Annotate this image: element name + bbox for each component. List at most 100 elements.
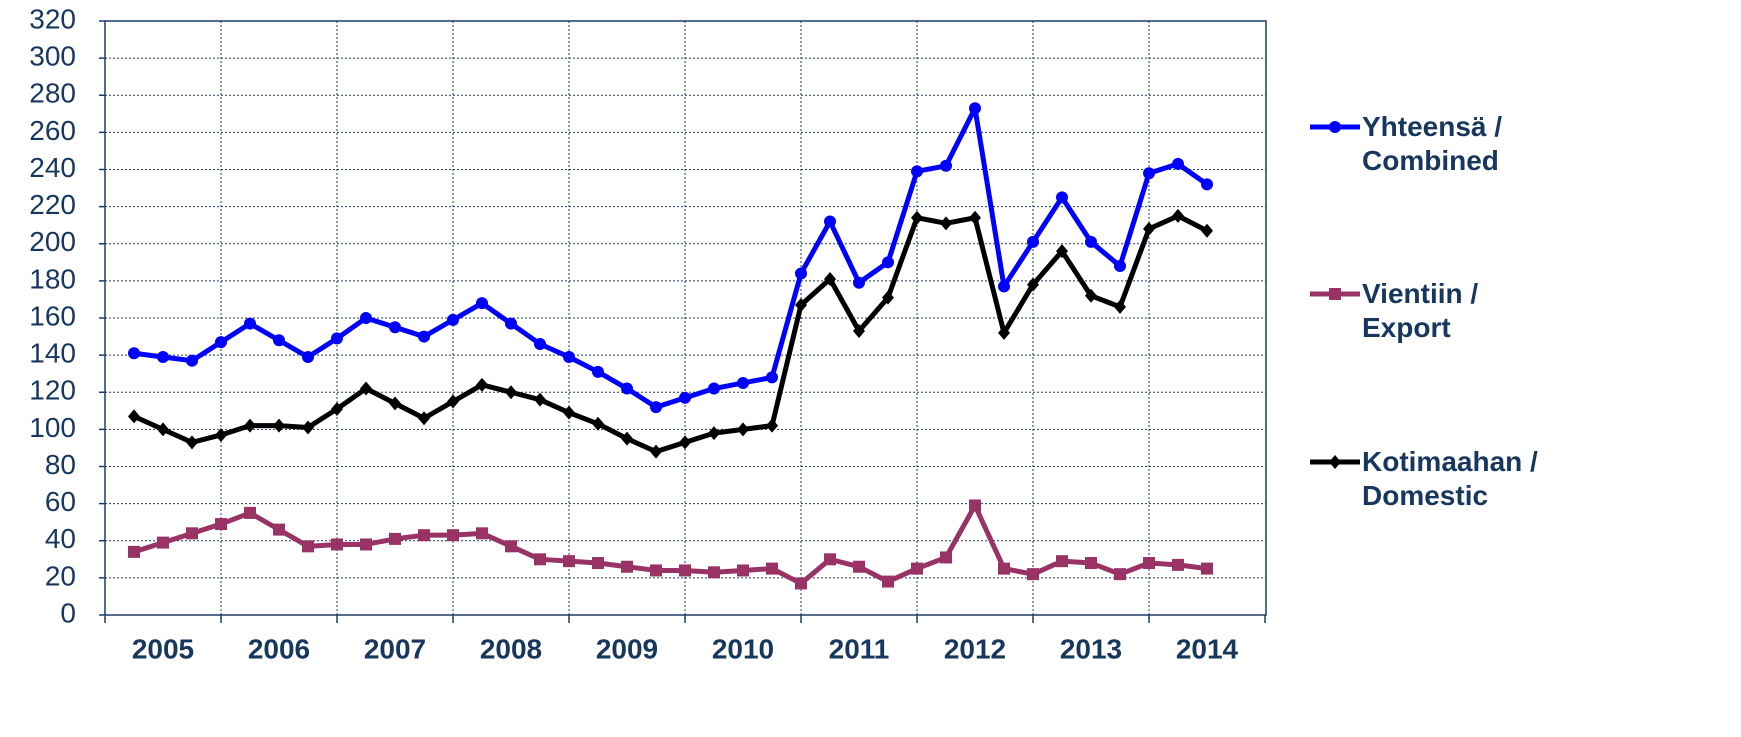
point (1143, 557, 1155, 570)
point (418, 330, 430, 343)
point (1172, 157, 1184, 170)
point (998, 562, 1010, 575)
point (998, 325, 1010, 340)
point (1085, 235, 1097, 248)
point (1056, 191, 1068, 204)
point (302, 540, 314, 553)
point (592, 365, 604, 378)
point (215, 336, 227, 349)
point (592, 557, 604, 570)
legend-label: Yhteensä / Combined (1362, 111, 1503, 176)
x-tick-label: 2007 (364, 633, 426, 664)
y-tick-label: 100 (29, 412, 76, 443)
point (766, 418, 778, 433)
y-tick-label: 200 (29, 226, 76, 257)
point (766, 371, 778, 384)
point (1172, 208, 1184, 223)
y-tick-label: 260 (29, 115, 76, 146)
point (128, 347, 140, 360)
y-tick-label: 140 (29, 338, 76, 369)
point (302, 420, 314, 435)
point (679, 435, 691, 450)
point (882, 256, 894, 269)
point (186, 527, 198, 540)
point (128, 409, 140, 424)
point (1056, 244, 1068, 259)
point (563, 350, 575, 363)
point (592, 416, 604, 431)
point (853, 323, 865, 338)
point (853, 276, 865, 289)
point (505, 317, 517, 330)
y-tick-label: 160 (29, 300, 76, 331)
point (1114, 299, 1126, 314)
point (708, 426, 720, 441)
point (998, 280, 1010, 293)
point (766, 562, 778, 575)
y-tick-label: 240 (29, 152, 76, 183)
point (795, 267, 807, 280)
point (911, 165, 923, 178)
point (650, 444, 662, 459)
y-tick-label: 300 (29, 41, 76, 72)
point (331, 538, 343, 551)
point (534, 553, 546, 566)
point (969, 102, 981, 115)
point (1085, 288, 1097, 303)
x-tick-label: 2013 (1060, 633, 1122, 664)
point (1027, 277, 1039, 292)
point (621, 431, 633, 446)
point (824, 215, 836, 228)
y-tick-label: 220 (29, 189, 76, 220)
point (157, 350, 169, 363)
point (1201, 223, 1213, 238)
series-line (132, 213, 1209, 455)
series-line (133, 105, 1209, 410)
point (505, 540, 517, 553)
point (389, 396, 401, 411)
point (911, 562, 923, 575)
point (853, 560, 865, 573)
point (621, 382, 633, 395)
point (186, 435, 198, 450)
point (969, 210, 981, 225)
point (1114, 568, 1126, 581)
y-tick-label: 120 (29, 375, 76, 406)
point (476, 377, 488, 392)
point (244, 317, 256, 330)
point (273, 334, 285, 347)
point (563, 555, 575, 568)
point (737, 564, 749, 577)
point (389, 532, 401, 545)
legend-label: Kotimaahan / Domestic (1362, 446, 1538, 511)
point (882, 290, 894, 305)
x-tick-label: 2006 (248, 633, 310, 664)
y-tick-label: 20 (45, 560, 76, 591)
point (737, 422, 749, 437)
x-tick-label: 2005 (132, 633, 194, 664)
point (940, 216, 952, 231)
point (331, 332, 343, 345)
series-line (133, 502, 1208, 586)
point (882, 575, 894, 588)
y-tick-label: 80 (45, 449, 76, 480)
point (795, 298, 807, 313)
x-tick-label: 2014 (1176, 633, 1239, 664)
point (244, 418, 256, 433)
point (1027, 568, 1039, 581)
point (389, 321, 401, 334)
point (940, 551, 952, 564)
point (157, 422, 169, 437)
point (505, 385, 517, 400)
point (1027, 235, 1039, 248)
point (244, 506, 256, 519)
point (679, 391, 691, 404)
legend-label: Vientiin / Export (1362, 278, 1479, 343)
point (824, 553, 836, 566)
point (824, 272, 836, 287)
point (534, 337, 546, 350)
point (331, 401, 343, 416)
point (1201, 562, 1213, 575)
